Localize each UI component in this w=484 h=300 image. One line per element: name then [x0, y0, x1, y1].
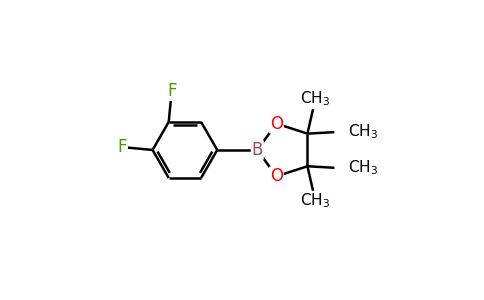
Text: CH$_3$: CH$_3$ — [348, 158, 378, 177]
Text: O: O — [270, 115, 283, 133]
Text: CH$_3$: CH$_3$ — [348, 123, 378, 142]
Text: F: F — [167, 82, 177, 100]
Text: CH$_3$: CH$_3$ — [300, 192, 330, 210]
Text: O: O — [270, 167, 283, 185]
Text: F: F — [117, 138, 126, 156]
Text: B: B — [252, 141, 263, 159]
Text: CH$_3$: CH$_3$ — [300, 90, 330, 108]
